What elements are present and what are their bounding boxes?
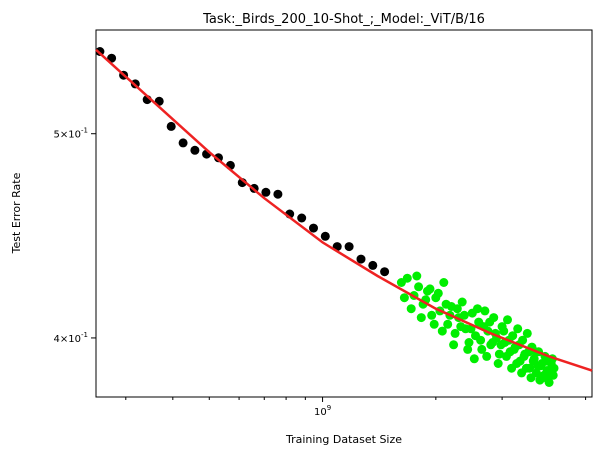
data-point [412, 271, 422, 281]
data-point [190, 145, 200, 155]
data-point [449, 340, 459, 350]
data-point [433, 288, 443, 298]
data-point [477, 344, 487, 354]
y-tick-label: 4×10-1 [54, 331, 88, 345]
data-point [399, 293, 409, 303]
data-point [522, 328, 532, 338]
y-axis-label: Test Error Rate [10, 172, 23, 254]
data-point [501, 351, 511, 361]
data-point [297, 213, 307, 223]
data-point [463, 344, 473, 354]
data-point [344, 242, 354, 252]
data-point [456, 322, 466, 332]
plot-area-frame [95, 29, 593, 398]
data-point [473, 304, 482, 314]
data-point [273, 189, 283, 199]
data-point [494, 349, 504, 359]
data-point [513, 324, 523, 334]
data-point [416, 313, 426, 323]
data-point [526, 373, 536, 383]
x-tick-label: 109 [314, 404, 331, 418]
data-point [543, 373, 553, 383]
data-point [488, 338, 498, 347]
data-point [439, 278, 449, 287]
data-point [452, 304, 462, 314]
x-axis-label: Training Dataset Size [285, 433, 402, 446]
data-point [178, 138, 188, 148]
y-tick-label: 5×10-1 [54, 127, 88, 141]
chart-title: Task:_Birds_200_10-Shot_;_Model:_ViT/B/1… [202, 12, 485, 27]
data-point [441, 299, 451, 309]
data-point [414, 282, 424, 292]
data-point [476, 335, 486, 345]
data-point [499, 326, 509, 336]
data-point [503, 315, 512, 325]
data-point [214, 153, 223, 163]
fit-line [95, 48, 593, 372]
data-point [469, 354, 479, 364]
data-point [493, 359, 503, 368]
data-point [457, 297, 467, 307]
data-point [406, 304, 416, 314]
data-point [427, 310, 437, 320]
data-point [443, 319, 453, 329]
data-point [425, 284, 435, 294]
data-point [261, 187, 271, 197]
data-point [450, 328, 460, 338]
data-point [485, 317, 495, 327]
data-point [459, 310, 469, 320]
data-point [402, 273, 412, 283]
data-point [480, 306, 490, 316]
data-point [512, 359, 522, 368]
data-point [166, 121, 176, 131]
data-point [380, 267, 390, 277]
marks-layer [95, 47, 593, 387]
data-point [549, 363, 559, 373]
data-point [437, 326, 447, 336]
data-point [309, 223, 318, 233]
data-point [368, 260, 378, 270]
data-point [496, 340, 506, 350]
data-point [356, 254, 366, 264]
data-point [464, 338, 474, 347]
data-point [429, 319, 439, 329]
data-point [482, 351, 492, 361]
data-point [320, 231, 330, 241]
data-point [521, 363, 531, 373]
